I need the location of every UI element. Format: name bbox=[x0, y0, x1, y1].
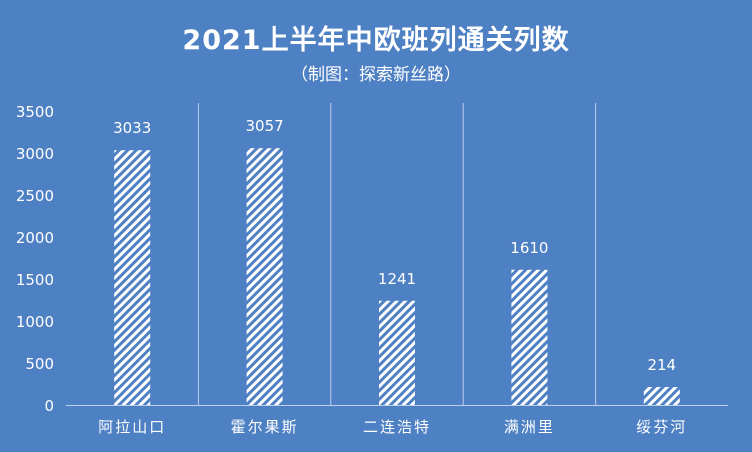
y-tick-label: 0 bbox=[44, 397, 54, 415]
y-tick-label: 1500 bbox=[16, 271, 54, 289]
y-tick-label: 2500 bbox=[16, 187, 54, 205]
chart-title: 2021上半年中欧班列通关列数 bbox=[182, 25, 570, 56]
x-tick-label: 满洲里 bbox=[504, 418, 555, 436]
bar bbox=[379, 300, 415, 405]
y-tick-label: 1000 bbox=[16, 313, 54, 331]
bar bbox=[246, 148, 283, 405]
data-label: 1241 bbox=[378, 270, 416, 288]
data-label: 1610 bbox=[510, 239, 548, 257]
data-label: 214 bbox=[647, 356, 676, 374]
x-tick-label: 霍尔果斯 bbox=[231, 418, 299, 436]
data-label: 3033 bbox=[113, 119, 151, 137]
bar bbox=[643, 387, 680, 405]
x-tick-label: 绥芬河 bbox=[636, 418, 687, 436]
x-tick-label: 阿拉山口 bbox=[98, 418, 166, 436]
data-label: 3057 bbox=[246, 117, 284, 135]
y-tick-label: 3500 bbox=[16, 103, 54, 121]
y-tick-label: 3000 bbox=[16, 145, 54, 163]
bar bbox=[511, 269, 548, 405]
x-tick-label: 二连浩特 bbox=[363, 418, 431, 436]
bar bbox=[114, 150, 151, 405]
chart-subtitle: （制图：探索新丝路） bbox=[291, 65, 461, 85]
y-tick-label: 2000 bbox=[16, 229, 54, 247]
y-tick-label: 500 bbox=[25, 355, 54, 373]
